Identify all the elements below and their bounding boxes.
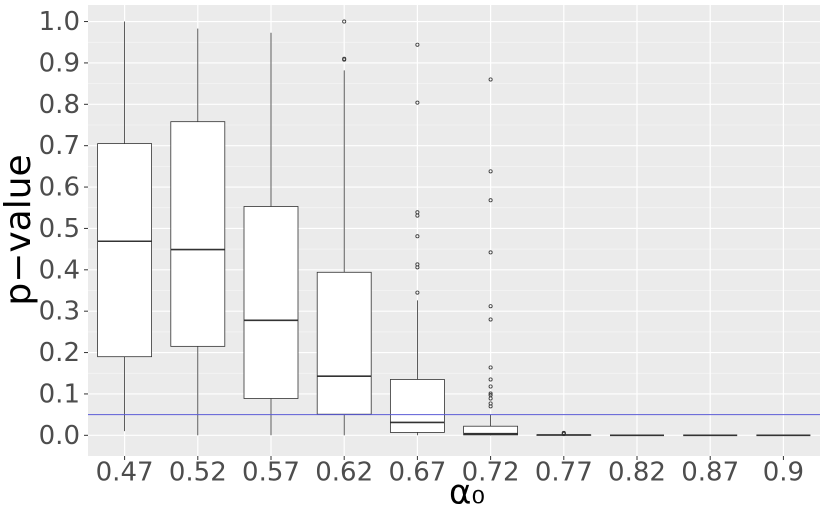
outlier bbox=[415, 290, 420, 295]
y-tick-label: 0.8 bbox=[39, 90, 80, 120]
x-tick-label: 0.77 bbox=[535, 458, 593, 488]
box bbox=[316, 271, 372, 415]
outlier bbox=[488, 169, 493, 174]
outlier bbox=[488, 391, 493, 396]
box bbox=[97, 143, 152, 358]
x-tick-label: 0.9 bbox=[763, 458, 804, 488]
outlier bbox=[488, 401, 493, 406]
y-tick-label: 0.7 bbox=[39, 131, 80, 161]
outlier bbox=[488, 198, 493, 203]
y-tick-label: 0.1 bbox=[39, 379, 80, 409]
box bbox=[243, 206, 299, 399]
y-tick-label: 0.4 bbox=[39, 255, 80, 285]
box bbox=[389, 379, 445, 433]
outlier bbox=[488, 250, 493, 255]
outlier bbox=[415, 210, 420, 215]
outlier bbox=[415, 234, 420, 239]
x-tick-label: 0.57 bbox=[242, 458, 300, 488]
x-tick-label: 0.47 bbox=[96, 458, 154, 488]
box bbox=[463, 425, 519, 436]
outlier bbox=[342, 19, 347, 24]
x-tick-label: 0.82 bbox=[608, 458, 666, 488]
y-tick-label: 0.9 bbox=[39, 48, 80, 78]
x-tick-label: 0.62 bbox=[315, 458, 373, 488]
outlier bbox=[415, 100, 420, 105]
x-tick-label: 0.67 bbox=[388, 458, 446, 488]
outlier bbox=[488, 77, 493, 82]
outlier bbox=[488, 317, 493, 322]
outlier bbox=[488, 393, 493, 398]
y-tick-label: 0.5 bbox=[39, 214, 80, 244]
outlier bbox=[561, 430, 566, 435]
y-tick-label: 0.6 bbox=[39, 173, 80, 203]
box bbox=[170, 121, 226, 347]
x-tick-label: 0.72 bbox=[462, 458, 520, 488]
x-axis-title: α₀ bbox=[449, 473, 485, 513]
outlier bbox=[342, 56, 347, 61]
y-axis-title: p−value bbox=[0, 154, 39, 305]
outlier bbox=[488, 377, 493, 382]
outlier bbox=[488, 304, 493, 309]
outlier bbox=[415, 42, 420, 47]
outlier bbox=[415, 262, 420, 267]
outlier bbox=[488, 384, 493, 389]
x-tick-label: 0.52 bbox=[169, 458, 227, 488]
y-tick-label: 0.2 bbox=[39, 338, 80, 368]
x-tick-label: 0.87 bbox=[681, 458, 739, 488]
y-tick-label: 0.3 bbox=[39, 297, 80, 327]
y-tick-label: 1.0 bbox=[39, 7, 80, 37]
y-tick-label: 0.0 bbox=[39, 421, 80, 451]
outlier bbox=[488, 365, 493, 370]
